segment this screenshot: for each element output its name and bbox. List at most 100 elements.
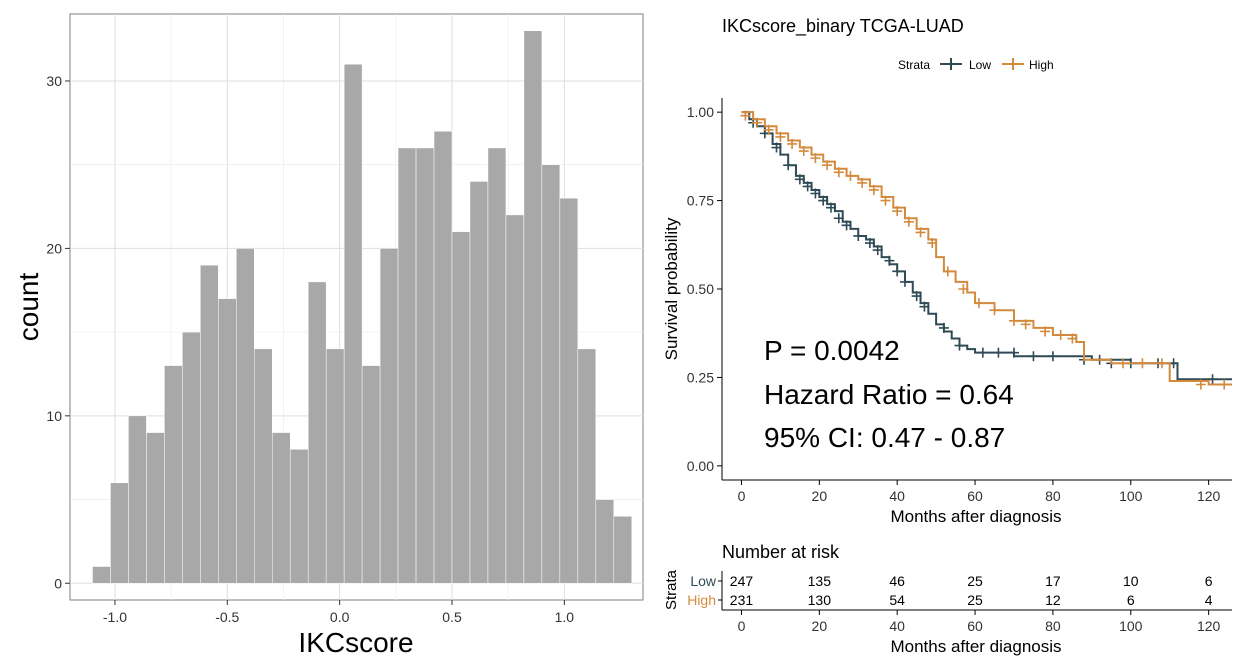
censor-mark-high: [1008, 315, 1019, 326]
histogram-bar: [361, 365, 381, 584]
histogram-bar: [236, 248, 255, 584]
histogram-bar: [164, 365, 183, 584]
histogram-bar: [415, 147, 435, 584]
risk-table-y-axis-title: Strata: [663, 569, 680, 610]
histogram-bar: [271, 432, 291, 584]
censor-mark-high: [1195, 379, 1206, 390]
censor-mark-low: [841, 220, 852, 231]
censor-mark-low: [954, 340, 965, 351]
survival-x-tick-label: 60: [967, 488, 983, 504]
censor-mark-low: [818, 195, 829, 206]
risk-cell-low: 25: [967, 573, 983, 589]
censor-mark-low: [919, 301, 930, 312]
annotation-p-value: P = 0.0042: [764, 335, 900, 366]
histogram-y-ticks: 0 10 20 30: [46, 73, 70, 591]
censor-mark-high: [798, 146, 809, 157]
histogram-y-axis-title: count: [13, 273, 44, 342]
risk-table-panel: Number at risk Strata Low 247 135 46 25 17 10 6…: [663, 542, 1232, 656]
survival-y-ticks: 0.00 0.25 0.50 0.75 1.00: [687, 104, 722, 474]
survival-y-tick-label: 0.75: [687, 193, 714, 209]
risk-cell-high: 6: [1127, 592, 1135, 608]
risk-cell-high: 231: [730, 592, 754, 608]
survival-x-tick-label: 100: [1119, 488, 1143, 504]
censor-mark-low: [864, 238, 875, 249]
risk-row-label-high: High: [687, 592, 716, 608]
survival-x-tick-label: 0: [738, 488, 746, 504]
censor-mark-high: [1219, 379, 1230, 390]
censor-mark-high: [822, 160, 833, 171]
histogram-bar: [451, 231, 471, 584]
censor-mark-low: [892, 266, 903, 277]
censor-mark-low: [771, 142, 782, 153]
censor-mark-high: [810, 153, 821, 164]
risk-table-x-axis-title: Months after diagnosis: [890, 637, 1061, 656]
risk-cell-low: 135: [808, 573, 832, 589]
risk-table-x-tick-label: 80: [1045, 618, 1061, 634]
histogram-panel: -1.0 -0.5 0.0 0.5 1.0 0 10 20 30 IKCscore count: [13, 13, 644, 658]
censor-mark-low: [1008, 347, 1019, 358]
histogram-bar: [343, 63, 363, 584]
risk-cell-high: 54: [889, 592, 905, 608]
histogram-bar: [289, 449, 309, 584]
histogram-bar: [577, 348, 597, 584]
censor-mark-high: [1067, 333, 1078, 344]
survival-x-tick-label: 120: [1197, 488, 1221, 504]
censor-mark-low: [977, 347, 988, 358]
histogram-bar: [595, 499, 615, 584]
risk-table-x-tick-label: 0: [738, 618, 746, 634]
histogram-bar: [218, 298, 237, 584]
censor-mark-high: [752, 117, 763, 128]
histogram-bar: [182, 331, 201, 584]
survival-x-tick-label: 20: [812, 488, 828, 504]
censor-mark-low: [884, 255, 895, 266]
risk-cell-high: 4: [1205, 592, 1213, 608]
histogram-bar: [487, 147, 507, 584]
risk-table-x-ticks: 0 20 40 60 80 100 120: [738, 610, 1221, 634]
survival-x-tick-label: 80: [1045, 488, 1061, 504]
histogram-x-tick-label: 0.0: [330, 609, 350, 625]
survival-x-tick-label: 40: [889, 488, 905, 504]
censor-mark-high: [958, 284, 969, 294]
censor-mark-high: [892, 206, 903, 217]
censor-mark-high: [868, 184, 879, 195]
censor-mark-low: [810, 188, 821, 199]
censor-mark-high: [973, 298, 984, 309]
risk-table-x-tick-label: 60: [967, 618, 983, 634]
histogram-y-tick-label: 30: [46, 73, 62, 89]
annotation-confidence-interval: 95% CI: 0.47 - 0.87: [764, 422, 1005, 453]
histogram-y-tick-label: 0: [54, 575, 62, 591]
histogram-bars: [92, 30, 633, 584]
survival-curves: [740, 110, 1232, 390]
histogram-x-axis-title: IKCscore: [298, 627, 413, 658]
survival-x-ticks: 0 20 40 60 80 100 120: [738, 480, 1221, 504]
histogram-x-tick-label: -0.5: [215, 609, 239, 625]
histogram-bar: [559, 197, 579, 584]
survival-y-tick-label: 1.00: [687, 104, 714, 120]
risk-row-label-low: Low: [690, 573, 717, 589]
censor-mark-high: [942, 266, 953, 277]
survival-y-tick-label: 0.50: [687, 281, 714, 297]
histogram-bar: [541, 164, 561, 584]
censor-mark-low: [911, 291, 922, 302]
risk-table-x-tick-label: 40: [889, 618, 905, 634]
censor-mark-high: [989, 305, 1000, 316]
survival-panel: IKCscore_binary TCGA-LUAD Strata Low Hig…: [662, 16, 1232, 526]
legend-title: Strata: [898, 58, 930, 72]
censor-mark-low: [853, 230, 864, 241]
histogram-bar: [613, 516, 633, 584]
censor-mark-high: [1137, 358, 1148, 369]
censor-mark-low: [1207, 374, 1218, 385]
histogram-bar: [469, 181, 489, 584]
risk-cell-low: 247: [730, 573, 754, 589]
censor-mark-low: [802, 181, 813, 192]
legend-entry-high: High: [1002, 58, 1054, 72]
histogram-x-ticks: -1.0 -0.5 0.0 0.5 1.0: [103, 600, 574, 625]
histogram-bar: [92, 566, 111, 584]
censor-mark-high: [1156, 358, 1167, 369]
survival-legend: Strata Low High: [898, 58, 1054, 72]
survival-y-tick-label: 0.00: [687, 458, 714, 474]
risk-table-x-tick-label: 120: [1197, 618, 1221, 634]
censor-mark-low: [872, 245, 883, 256]
censor-mark-low: [1028, 351, 1039, 362]
